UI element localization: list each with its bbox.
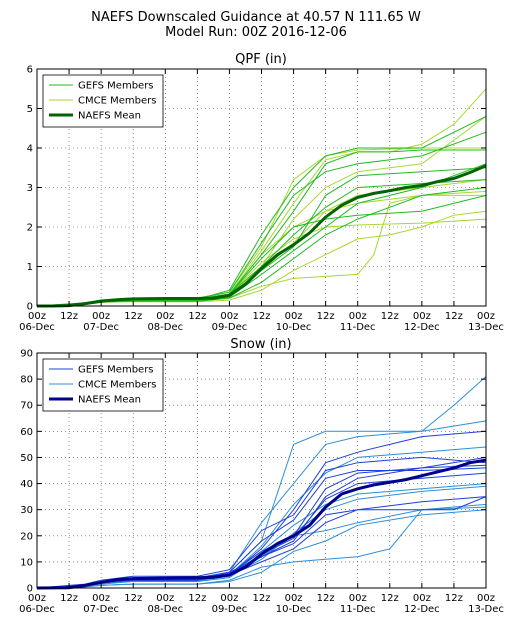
qpf-x-date-label: 13-Dec: [468, 322, 504, 333]
snow-x-tick-label: 12z: [381, 593, 399, 604]
qpf-x-tick-label: 12z: [317, 311, 335, 322]
qpf-x-date-label: 10-Dec: [276, 322, 312, 333]
snow-naefs-mean-line: [36, 458, 487, 590]
qpf-x-tick-label: 00z: [477, 311, 495, 322]
snow-x-date-label: 08-Dec: [147, 604, 183, 615]
snow-x-date-label: 06-Dec: [19, 604, 55, 615]
qpf-y-tick-label: 3: [27, 183, 33, 194]
qpf-x-tick-label: 12z: [124, 311, 142, 322]
snow-x-tick-label: 00z: [349, 593, 367, 604]
qpf-x-tick-label: 12z: [445, 311, 463, 322]
qpf-naefs-mean-line: [37, 164, 487, 308]
snow-y-tick-label: 70: [20, 401, 33, 412]
qpf-cmce-member-line-3: [36, 218, 487, 307]
qpf-x-date-label: 11-Dec: [340, 322, 376, 333]
snow-x-tick-label: 00z: [92, 593, 110, 604]
qpf-y-tick-label: 0: [27, 302, 33, 313]
qpf-gefs-member-line-3: [36, 131, 487, 307]
qpf-x-tick-label: 00z: [285, 311, 303, 322]
qpf-x-tick-label: 00z: [92, 311, 110, 322]
snow-cmce-member-line-5: [36, 509, 487, 589]
snow-x-tick-label: 00z: [477, 593, 495, 604]
snow-x-tick-label: 00z: [285, 593, 303, 604]
snow-x-tick-label: 12z: [188, 593, 206, 604]
snow-x-tick-label: 00z: [220, 593, 238, 604]
qpf-y-tick-label: 6: [27, 65, 33, 76]
snow-y-tick-label: 40: [20, 479, 33, 490]
qpf-x-tick-label: 00z: [220, 311, 238, 322]
snow-x-tick-label: 12z: [60, 593, 78, 604]
qpf-x-date-label: 07-Dec: [83, 322, 119, 333]
snow-x-date-label: 11-Dec: [340, 604, 376, 615]
snow-x-date-label: 09-Dec: [212, 604, 248, 615]
qpf-legend-label-2: CMCE Members: [78, 96, 156, 107]
snow-legend: GEFS Members CMCE Members NAEFS Mean: [42, 358, 164, 412]
qpf-x-tick-label: 00z: [156, 311, 174, 322]
snow-legend-label-3: NAEFS Mean: [78, 395, 141, 406]
qpf-x-tick-label: 00z: [349, 311, 367, 322]
qpf-x-date-label: 12-Dec: [404, 322, 440, 333]
snow-x-tick-label: 00z: [28, 593, 46, 604]
qpf-x-date-label: 09-Dec: [212, 322, 248, 333]
qpf-legend-box: [42, 74, 164, 128]
qpf-title: QPF (in): [235, 52, 287, 67]
snow-y-tick-label: 90: [20, 349, 33, 360]
snow-x-date-label: 10-Dec: [276, 604, 312, 615]
snow-y-tick-label: 60: [20, 427, 33, 438]
snow-x-tick-label: 12z: [445, 593, 463, 604]
qpf-legend-label-1: GEFS Members: [78, 81, 154, 92]
figure-title-line-1: NAEFS Downscaled Guidance at 40.57 N 111…: [91, 10, 421, 25]
qpf-x-date-label: 06-Dec: [19, 322, 55, 333]
snow-x-tick-label: 00z: [156, 593, 174, 604]
snow-cmce-member-line-3: [36, 506, 487, 589]
qpf-x-tick-label: 12z: [381, 311, 399, 322]
snow-legend-label-2: CMCE Members: [78, 380, 156, 391]
snow-panel: Snow (in) 010203040506070809000z06-Dec12…: [19, 337, 504, 615]
snow-x-date-label: 12-Dec: [404, 604, 440, 615]
snow-legend-label-1: GEFS Members: [78, 365, 154, 376]
snow-x-date-label: 07-Dec: [83, 604, 119, 615]
figure-title-line-2: Model Run: 00Z 2016-12-06: [165, 25, 347, 40]
snow-y-tick-label: 50: [20, 453, 33, 464]
qpf-x-tick-label: 12z: [60, 311, 78, 322]
qpf-x-tick-label: 00z: [28, 311, 46, 322]
snow-gefs-member-line-3: [36, 456, 487, 589]
qpf-y-tick-label: 1: [27, 262, 33, 273]
snow-legend-box: [42, 358, 164, 412]
snow-y-tick-label: 80: [20, 375, 33, 386]
qpf-legend: GEFS Members CMCE Members NAEFS Mean: [42, 74, 164, 128]
qpf-x-date-label: 08-Dec: [147, 322, 183, 333]
snow-x-tick-label: 12z: [317, 593, 335, 604]
snow-x-tick-label: 12z: [253, 593, 271, 604]
snow-y-tick-label: 10: [20, 557, 33, 568]
qpf-y-tick-label: 2: [27, 223, 33, 234]
snow-x-tick-label: 00z: [413, 593, 431, 604]
qpf-x-tick-label: 12z: [188, 311, 206, 322]
qpf-x-tick-label: 00z: [413, 311, 431, 322]
snow-y-tick-label: 20: [20, 531, 33, 542]
qpf-x-tick-label: 12z: [253, 311, 271, 322]
qpf-y-tick-label: 4: [27, 144, 33, 155]
qpf-y-tick-label: 5: [27, 104, 33, 115]
snow-y-tick-label: 30: [20, 505, 33, 516]
qpf-legend-label-3: NAEFS Mean: [78, 111, 141, 122]
snow-title: Snow (in): [230, 337, 291, 352]
snow-x-date-label: 13-Dec: [468, 604, 504, 615]
snow-y-tick-label: 0: [27, 584, 33, 595]
snow-x-tick-label: 12z: [124, 593, 142, 604]
qpf-cmce-member-line-2: [36, 190, 487, 307]
